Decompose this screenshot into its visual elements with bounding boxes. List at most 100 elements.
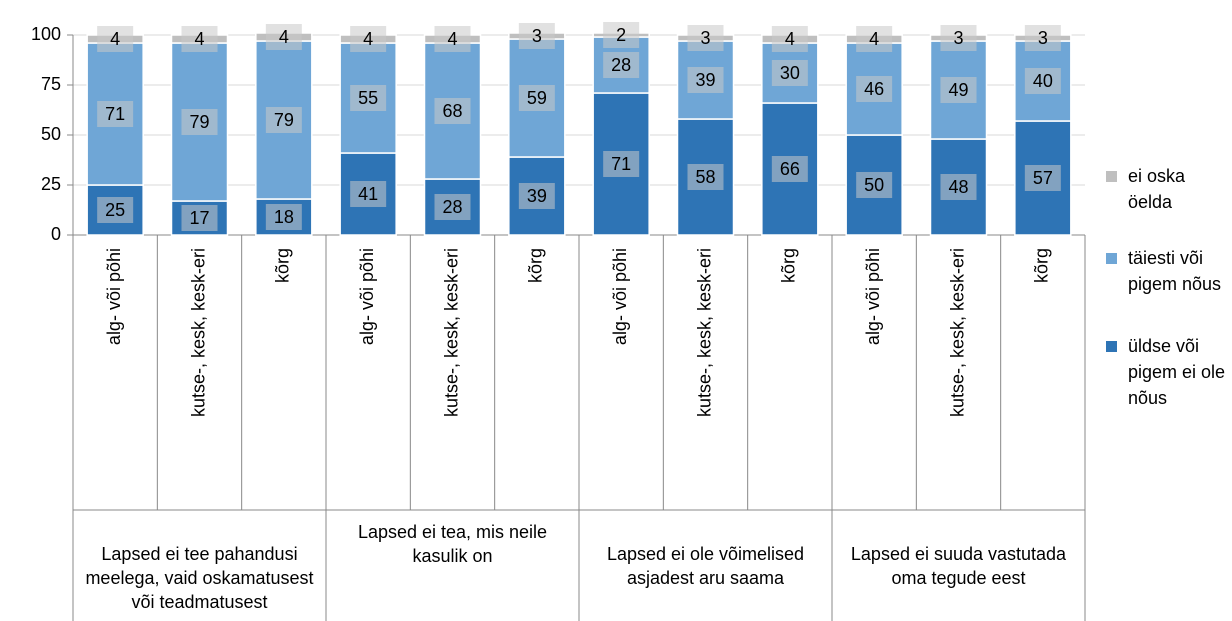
data-label: 4 bbox=[110, 29, 120, 49]
legend-swatch bbox=[1106, 253, 1117, 264]
data-label: 39 bbox=[695, 70, 715, 90]
data-label: 4 bbox=[785, 29, 795, 49]
y-tick-label: 75 bbox=[41, 74, 61, 94]
data-label-box bbox=[181, 205, 218, 231]
legend-label: täiesti või pigem nõus bbox=[1128, 248, 1222, 294]
data-label-box bbox=[856, 172, 893, 198]
data-label-box bbox=[603, 22, 640, 48]
y-tick-label: 50 bbox=[41, 124, 61, 144]
x-tick-label: kutse-, kesk, kesk-eri bbox=[441, 248, 461, 417]
data-label-box bbox=[687, 164, 724, 190]
data-label: 30 bbox=[780, 63, 800, 83]
data-label-box bbox=[434, 194, 471, 220]
data-label-box bbox=[350, 26, 387, 52]
data-label: 50 bbox=[864, 175, 884, 195]
x-tick-label: kõrg bbox=[273, 248, 293, 283]
legend-label: üldse või pigem ei ole nõus bbox=[1128, 336, 1226, 408]
data-label-box bbox=[856, 26, 893, 52]
data-label: 68 bbox=[442, 101, 462, 121]
x-tick-label: kõrg bbox=[1032, 248, 1052, 283]
data-label: 28 bbox=[442, 197, 462, 217]
data-label: 39 bbox=[527, 186, 547, 206]
data-label: 3 bbox=[1038, 28, 1048, 48]
data-label: 28 bbox=[611, 55, 631, 75]
x-tick-label: alg- või põhi bbox=[104, 248, 124, 345]
x-tick-label: kõrg bbox=[779, 248, 799, 283]
data-label: 48 bbox=[948, 177, 968, 197]
x-tick-label: kutse-, kesk, kesk-eri bbox=[188, 248, 208, 417]
data-label-box bbox=[181, 109, 218, 135]
data-label-box bbox=[1024, 165, 1061, 191]
data-label: 3 bbox=[532, 26, 542, 46]
data-label: 18 bbox=[274, 207, 294, 227]
data-label-box bbox=[265, 107, 302, 133]
data-label-box bbox=[771, 156, 808, 182]
data-label: 55 bbox=[358, 88, 378, 108]
data-label-box bbox=[265, 24, 302, 50]
data-label-box bbox=[940, 25, 977, 51]
data-label-box bbox=[940, 174, 977, 200]
data-label-box bbox=[434, 98, 471, 124]
data-label: 25 bbox=[105, 200, 125, 220]
data-label-box bbox=[687, 25, 724, 51]
data-label: 57 bbox=[1033, 168, 1053, 188]
y-tick-label: 25 bbox=[41, 174, 61, 194]
legend-swatch bbox=[1106, 171, 1117, 182]
y-tick-label: 100 bbox=[31, 24, 61, 44]
data-label: 71 bbox=[105, 104, 125, 124]
data-label: 59 bbox=[527, 88, 547, 108]
x-tick-label: alg- või põhi bbox=[610, 248, 630, 345]
data-label-box bbox=[518, 85, 555, 111]
data-label-box bbox=[265, 204, 302, 230]
data-label-box bbox=[97, 101, 134, 127]
data-label: 41 bbox=[358, 184, 378, 204]
data-label: 66 bbox=[780, 159, 800, 179]
x-tick-label: kutse-, kesk, kesk-eri bbox=[694, 248, 714, 417]
data-label: 49 bbox=[948, 80, 968, 100]
data-label-box bbox=[687, 67, 724, 93]
data-label: 2 bbox=[616, 25, 626, 45]
data-label-box bbox=[603, 151, 640, 177]
data-label: 4 bbox=[194, 29, 204, 49]
group-label: Lapsed ei tee pahandusi meelega, vaid os… bbox=[85, 544, 314, 612]
data-label: 3 bbox=[700, 28, 710, 48]
bar-segment bbox=[339, 152, 397, 236]
data-label: 58 bbox=[695, 167, 715, 187]
data-label-box bbox=[97, 26, 134, 52]
legend-label: ei oska öelda bbox=[1128, 166, 1186, 212]
group-label: Lapsed ei tea, mis neile kasulik on bbox=[357, 522, 548, 566]
data-label-box bbox=[434, 26, 471, 52]
group-label: Lapsed ei suuda vastutada oma tegude ees… bbox=[850, 544, 1067, 588]
data-label-box bbox=[1024, 68, 1061, 94]
legend-swatch bbox=[1106, 341, 1117, 352]
data-label-box bbox=[940, 77, 977, 103]
data-label: 71 bbox=[611, 154, 631, 174]
group-label: Lapsed ei ole võimelised asjadest aru sa… bbox=[606, 544, 805, 588]
data-label-box bbox=[518, 23, 555, 49]
data-label: 3 bbox=[953, 28, 963, 48]
data-label-box bbox=[181, 26, 218, 52]
data-label-box bbox=[518, 183, 555, 209]
data-label: 46 bbox=[864, 79, 884, 99]
data-label-box bbox=[97, 197, 134, 223]
x-tick-label: kutse-, kesk, kesk-eri bbox=[947, 248, 967, 417]
x-tick-label: alg- või põhi bbox=[357, 248, 377, 345]
data-label-box bbox=[856, 76, 893, 102]
data-label: 40 bbox=[1033, 71, 1053, 91]
data-label-box bbox=[771, 60, 808, 86]
x-tick-label: alg- või põhi bbox=[863, 248, 883, 345]
data-label: 4 bbox=[363, 29, 373, 49]
x-tick-label: kõrg bbox=[526, 248, 546, 283]
data-label-box bbox=[771, 26, 808, 52]
data-label-box bbox=[350, 85, 387, 111]
data-label: 4 bbox=[447, 29, 457, 49]
y-tick-label: 0 bbox=[51, 224, 61, 244]
data-label-box bbox=[350, 181, 387, 207]
data-label: 17 bbox=[189, 208, 209, 228]
data-label: 4 bbox=[869, 29, 879, 49]
data-label: 79 bbox=[274, 110, 294, 130]
data-label: 4 bbox=[279, 27, 289, 47]
data-label: 79 bbox=[189, 112, 209, 132]
